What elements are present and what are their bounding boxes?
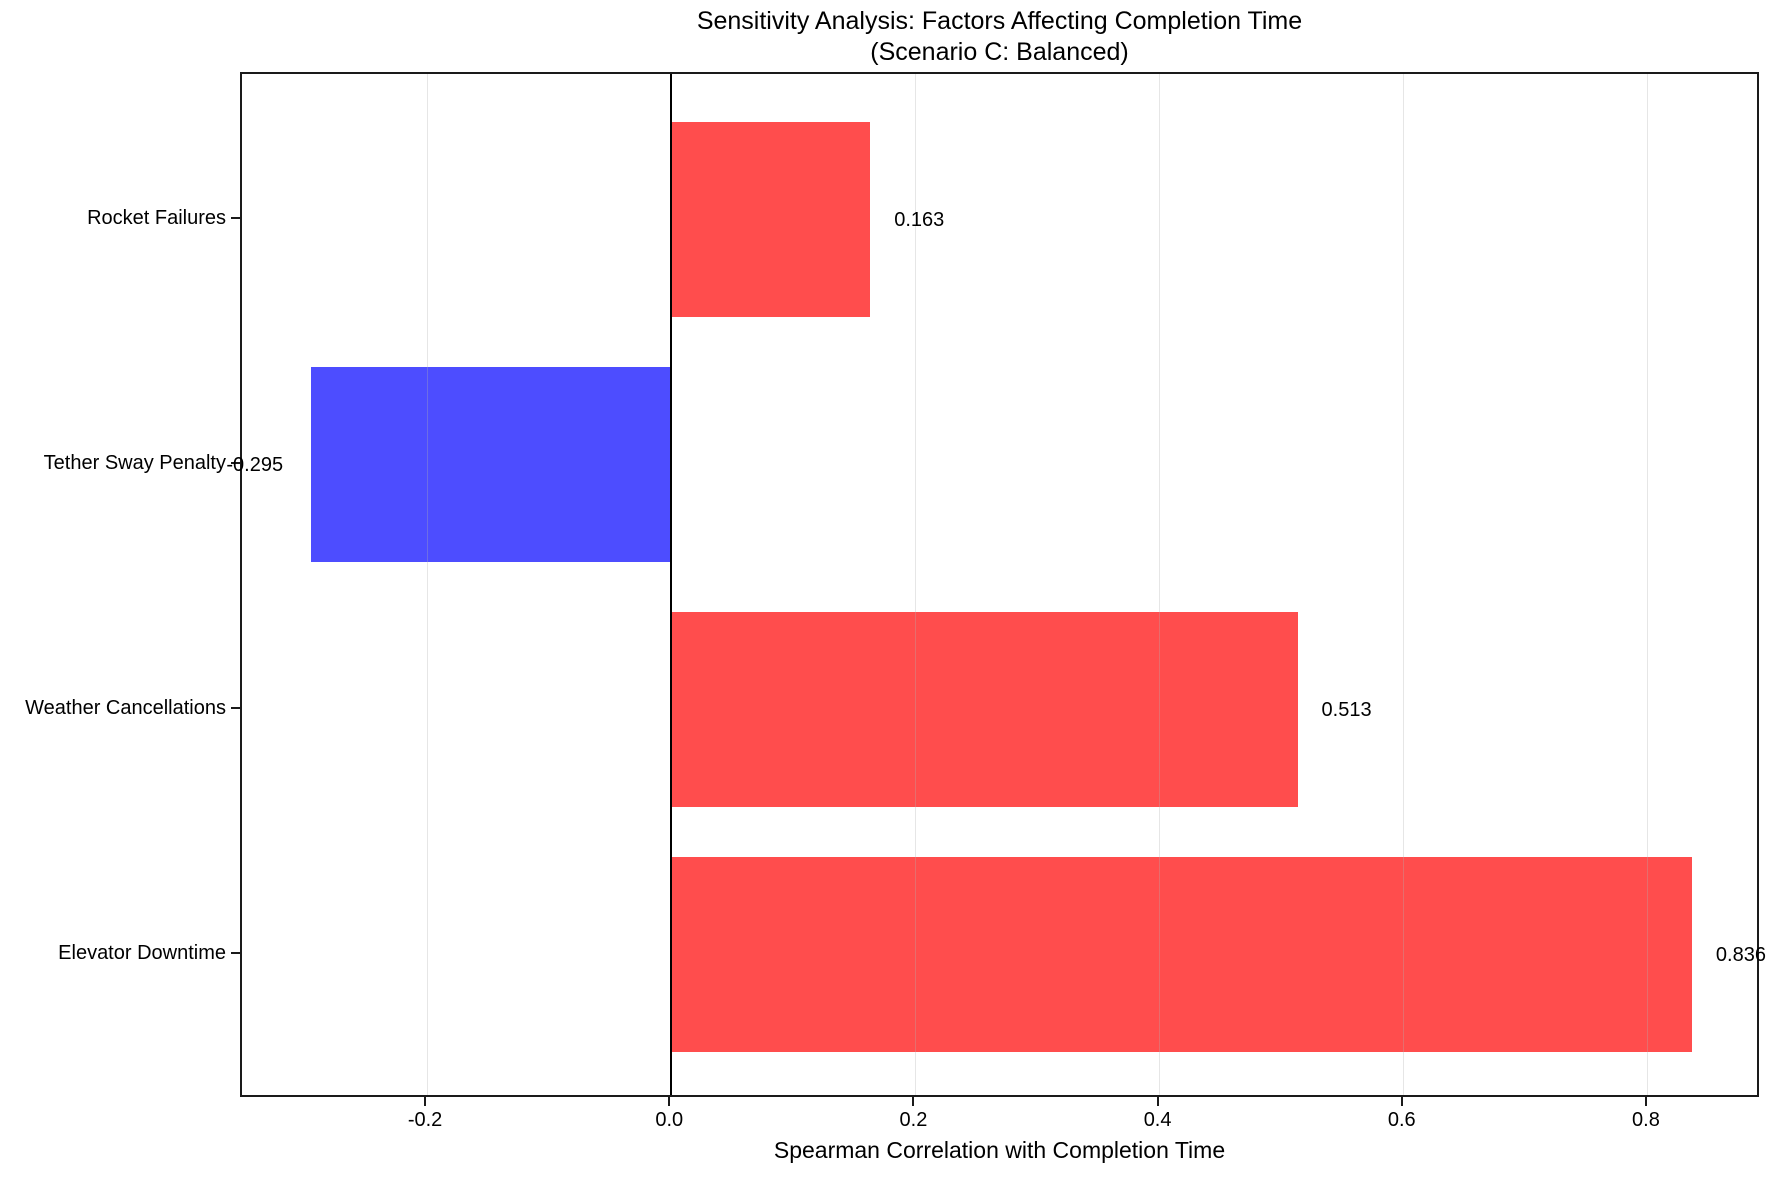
y-tick-label-elevator-downtime: Elevator Downtime bbox=[58, 941, 226, 964]
bar-value-label: 0.513 bbox=[1321, 698, 1372, 721]
bar-elevator-downtime bbox=[671, 857, 1692, 1052]
plot-area: 0.163 -0.295 0.513 0.836 bbox=[226, 72, 1766, 1097]
x-tick-mark bbox=[668, 1097, 671, 1106]
x-tick-label: 0.2 bbox=[899, 1109, 928, 1131]
x-tick-label: 0.0 bbox=[655, 1109, 684, 1131]
x-tick-mark bbox=[1400, 1097, 1403, 1106]
bar-weather-cancellations bbox=[671, 612, 1298, 807]
gridline bbox=[914, 74, 916, 1095]
gridline bbox=[1647, 74, 1649, 1095]
x-tick-mark bbox=[1644, 1097, 1647, 1106]
chart-title-block: Sensitivity Analysis: Factors Affecting … bbox=[240, 6, 1759, 68]
bar-rocket-failures bbox=[671, 122, 871, 317]
bar-value-label: 0.836 bbox=[1715, 943, 1766, 966]
x-tick-label: 0.8 bbox=[1632, 1109, 1660, 1131]
x-tick-mark bbox=[912, 1097, 915, 1106]
x-tick-mark bbox=[424, 1097, 427, 1106]
x-tick-label: -0.2 bbox=[407, 1109, 443, 1131]
gridline bbox=[426, 74, 428, 1095]
x-axis-label: Spearman Correlation with Completion Tim… bbox=[773, 1137, 1226, 1163]
chart-title: Sensitivity Analysis: Factors Affecting … bbox=[696, 7, 1303, 35]
x-tick-label: 0.6 bbox=[1387, 1109, 1416, 1131]
y-tick-mark bbox=[231, 216, 240, 219]
y-tick-label-tether-sway-penalty: Tether Sway Penalty bbox=[43, 451, 226, 474]
bar-value-label: -0.295 bbox=[226, 453, 284, 476]
y-tick-mark bbox=[231, 951, 240, 954]
zero-line bbox=[670, 74, 673, 1095]
y-tick-label-rocket-failures: Rocket Failures bbox=[87, 206, 226, 229]
y-tick-mark bbox=[231, 461, 240, 464]
y-tick-mark bbox=[231, 706, 240, 709]
gridline bbox=[1403, 74, 1405, 1095]
chart-subtitle: (Scenario C: Balanced) bbox=[870, 38, 1129, 66]
y-tick-label-weather-cancellations: Weather Cancellations bbox=[25, 696, 226, 719]
bar-tether-sway-penalty bbox=[311, 367, 672, 562]
x-tick-mark bbox=[1156, 1097, 1159, 1106]
gridline bbox=[1159, 74, 1161, 1095]
x-tick-label: 0.4 bbox=[1143, 1109, 1172, 1131]
bar-value-label: 0.163 bbox=[894, 208, 945, 231]
